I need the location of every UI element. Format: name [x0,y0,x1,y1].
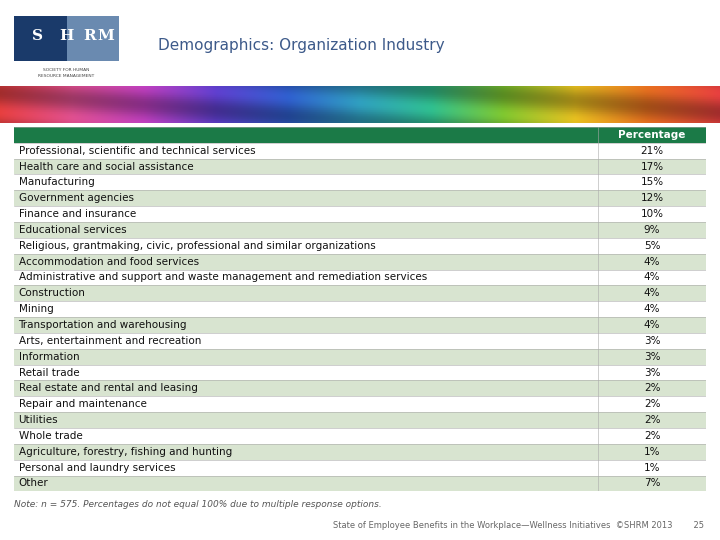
Text: 9%: 9% [644,225,660,235]
Text: Repair and maintenance: Repair and maintenance [19,399,146,409]
Text: Other: Other [19,478,48,489]
Text: 4%: 4% [644,320,660,330]
Text: Administrative and support and waste management and remediation services: Administrative and support and waste man… [19,273,427,282]
Text: M: M [98,29,114,43]
Bar [14,301,706,317]
Bar [14,349,706,365]
Text: Agriculture, forestry, fishing and hunting: Agriculture, forestry, fishing and hunti… [19,447,232,457]
Text: 3%: 3% [644,336,660,346]
Text: Finance and insurance: Finance and insurance [19,209,136,219]
Text: 10%: 10% [641,209,664,219]
Text: 4%: 4% [644,288,660,298]
Bar [14,174,706,190]
Text: Construction: Construction [19,288,86,298]
Text: 1%: 1% [644,463,660,472]
Bar [14,476,706,491]
Text: Personal and laundry services: Personal and laundry services [19,463,175,472]
Text: Retail trade: Retail trade [19,368,79,377]
Bar [14,444,706,460]
Text: 2%: 2% [644,383,660,393]
Text: Health care and social assistance: Health care and social assistance [19,161,193,172]
Text: 2%: 2% [644,415,660,425]
Text: State of Employee Benefits in the Workplace—Wellness Initiatives  ©SHRM 2013    : State of Employee Benefits in the Workpl… [333,521,704,530]
Text: Mining: Mining [19,304,53,314]
Text: Transportation and warehousing: Transportation and warehousing [19,320,187,330]
Bar [14,127,706,143]
Text: 2%: 2% [644,431,660,441]
Bar [14,143,706,159]
Bar [14,381,706,396]
Text: Accommodation and food services: Accommodation and food services [19,256,199,267]
Bar [14,396,706,412]
Text: 17%: 17% [641,161,664,172]
Bar [14,317,706,333]
Text: 1%: 1% [644,447,660,457]
Text: Information: Information [19,352,79,362]
Bar [14,285,706,301]
Text: 7%: 7% [644,478,660,489]
Text: 4%: 4% [644,304,660,314]
Text: 12%: 12% [641,193,664,203]
Text: Educational services: Educational services [19,225,126,235]
Bar [14,206,706,222]
Bar [14,460,706,476]
Text: 4%: 4% [644,256,660,267]
Bar [14,159,706,174]
Bar [14,16,66,61]
Text: Real estate and rental and leasing: Real estate and rental and leasing [19,383,197,393]
Text: S: S [32,29,43,43]
Text: Note: n = 575. Percentages do not equal 100% due to multiple response options.: Note: n = 575. Percentages do not equal … [14,500,382,509]
Bar [14,238,706,254]
Text: Government agencies: Government agencies [19,193,133,203]
Text: RESOURCE MANAGEMENT: RESOURCE MANAGEMENT [38,74,95,78]
Bar [14,222,706,238]
Text: 15%: 15% [641,177,664,187]
Bar [14,412,706,428]
Text: 3%: 3% [644,352,660,362]
Text: Utilities: Utilities [19,415,58,425]
Text: R: R [84,29,96,43]
Bar [14,16,119,61]
Text: Manufacturing: Manufacturing [19,177,94,187]
Text: SOCIETY FOR HUMAN: SOCIETY FOR HUMAN [43,68,90,72]
Text: 5%: 5% [644,241,660,251]
Text: 3%: 3% [644,368,660,377]
Text: Demographics: Organization Industry: Demographics: Organization Industry [158,38,445,53]
Bar [14,333,706,349]
Text: Whole trade: Whole trade [19,431,82,441]
Text: Percentage: Percentage [618,130,685,140]
Text: 4%: 4% [644,273,660,282]
Bar [14,428,706,444]
Text: 21%: 21% [641,146,664,156]
Text: 2%: 2% [644,399,660,409]
Text: Professional, scientific and technical services: Professional, scientific and technical s… [19,146,255,156]
Bar [14,254,706,269]
Text: Arts, entertainment and recreation: Arts, entertainment and recreation [19,336,201,346]
Text: H: H [60,29,73,43]
Bar [14,269,706,285]
Bar [14,364,706,381]
Text: Religious, grantmaking, civic, professional and similar organizations: Religious, grantmaking, civic, professio… [19,241,375,251]
Bar [14,190,706,206]
